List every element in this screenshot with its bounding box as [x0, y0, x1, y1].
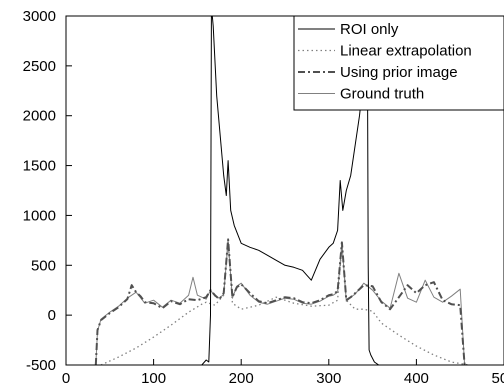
legend-label: Linear extrapolation [340, 43, 472, 60]
y-axis: -500 0 500 1000 1500 2000 2500 3000 [23, 8, 72, 374]
plot-frame [65, 15, 504, 366]
y-tick-label: 3000 [23, 8, 56, 25]
y-tick-label: 1500 [23, 158, 56, 175]
series-line-roi-only [201, 16, 384, 365]
x-tick-label: 300 [316, 370, 341, 387]
y-tick-label: 500 [31, 257, 56, 274]
y-tick-label: 0 [48, 307, 56, 324]
x-tick-label: 400 [404, 370, 429, 387]
legend-label: Using prior image [340, 64, 458, 81]
legend-box [293, 15, 504, 111]
series-layer [94, 16, 470, 365]
y-tick-label: -500 [26, 357, 56, 374]
y-tick-label: 2500 [23, 58, 56, 75]
legend-label: ROI only [340, 21, 399, 38]
x-tick-label: 200 [229, 370, 254, 387]
x-tick-label: 500 [491, 370, 504, 387]
series-line-using-prior-image [94, 238, 466, 365]
legend: ROI only Linear extrapolation Using prior … [293, 15, 504, 111]
x-axis: 0 100 200 300 400 500 [62, 359, 504, 387]
y-tick-label: 2000 [23, 108, 56, 125]
series-line-linear-extrapolation [100, 239, 470, 365]
x-tick-label: 0 [62, 370, 70, 387]
series-line-ground-truth [95, 240, 466, 365]
legend-label: Ground truth [340, 86, 424, 103]
x-tick-label: 100 [141, 370, 166, 387]
y-tick-label: 1000 [23, 207, 56, 224]
